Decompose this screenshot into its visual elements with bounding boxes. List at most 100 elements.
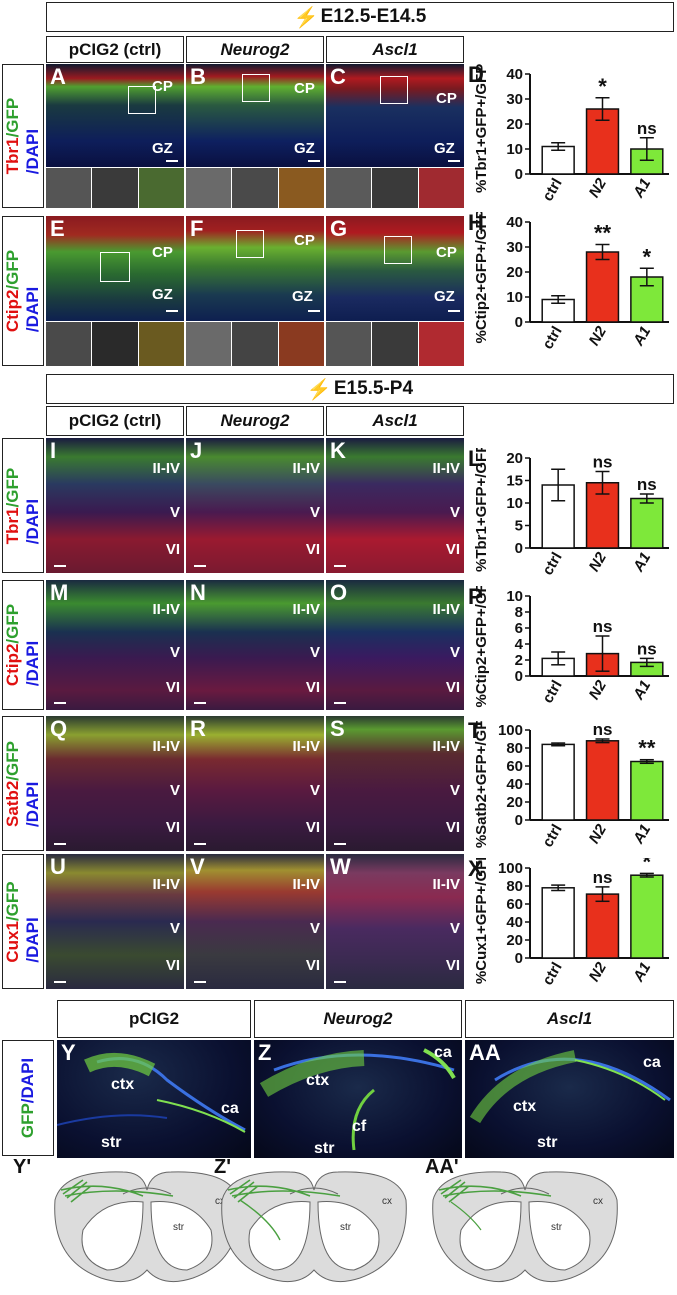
col-header-label: Neurog2 xyxy=(323,1009,393,1028)
panel-V: V II-IV V VI xyxy=(186,854,324,989)
panel-letter: X xyxy=(468,856,483,881)
panel-G: G CP GZ xyxy=(326,216,464,321)
significance-label: ns xyxy=(593,868,613,887)
inset-marker xyxy=(232,322,278,366)
layer-label: II-IV xyxy=(432,460,460,477)
layer-label: V xyxy=(169,782,180,799)
layer-label: II-IV xyxy=(292,738,320,755)
marker-label: /GFP xyxy=(3,467,22,507)
col-header-neurog2-bot: Neurog2 xyxy=(254,1000,462,1038)
marker-label: /DAPI xyxy=(18,1057,37,1104)
panel-letter: M xyxy=(50,580,69,605)
bar-A1 xyxy=(630,760,664,821)
y-tick-label: 15 xyxy=(506,473,523,490)
y-tick-label: 30 xyxy=(506,91,523,108)
inset-gfp xyxy=(326,168,372,208)
panel-M: M II-IV V VI xyxy=(46,580,184,710)
layer-label: II-IV xyxy=(152,601,180,618)
zoom-box xyxy=(242,74,270,102)
col-header-label: Neurog2 xyxy=(220,39,290,59)
bar-chart-H: 0 10 20 30 40 ctrl ** N2 * A1 %Ctip2+GFP+/GFP+ H xyxy=(468,200,673,362)
scale-bar xyxy=(334,981,346,983)
region-label: str xyxy=(101,1134,122,1151)
brain-schematic-AAp: AA' cx str xyxy=(421,1156,631,1290)
panel-letter: W xyxy=(330,854,351,879)
bar-ctrl xyxy=(541,743,575,821)
layer-label: V xyxy=(449,644,460,661)
x-tick-label: N2 xyxy=(586,323,611,349)
panel-Q: Q II-IV V VI xyxy=(46,716,184,851)
layer-label: CP xyxy=(152,78,173,95)
x-tick-label: ctrl xyxy=(539,822,565,851)
layer-label: V xyxy=(309,782,320,799)
layer-label: II-IV xyxy=(432,738,460,755)
significance-label: ns xyxy=(637,475,657,494)
inset-marker xyxy=(92,322,138,366)
marker-label: Ctip2 xyxy=(3,289,22,333)
panel-letter: L xyxy=(468,446,482,471)
layer-label: V xyxy=(309,644,320,661)
x-tick-label: N2 xyxy=(586,677,611,703)
panel-letter: E xyxy=(50,216,65,241)
layer-label: CP xyxy=(294,80,315,97)
panel-letter: H xyxy=(468,210,484,235)
col-header-label: Ascl1 xyxy=(372,39,418,59)
panel-N: N II-IV V VI xyxy=(186,580,324,710)
y-tick-label: 0 xyxy=(515,950,523,967)
panel-F: F CP GZ xyxy=(186,216,324,321)
layer-label: V xyxy=(309,920,320,937)
panel-E: E CP GZ xyxy=(46,216,184,321)
inset-marker xyxy=(232,168,278,208)
scale-bar xyxy=(334,843,346,845)
x-tick-label: N2 xyxy=(586,549,611,575)
layer-label: V xyxy=(309,504,320,521)
y-tick-label: 0 xyxy=(515,812,523,829)
layer-label: II-IV xyxy=(292,460,320,477)
y-tick-label: 0 xyxy=(515,668,523,685)
panel-letter: U xyxy=(50,854,66,879)
col-header-neurog2-mid: Neurog2 xyxy=(186,406,324,436)
layer-label: II-IV xyxy=(292,876,320,893)
significance-label: ns xyxy=(637,119,657,138)
inset-marker xyxy=(372,322,418,366)
y-axis-label: %Ctip2+GFP+/GFP+ xyxy=(473,586,490,707)
panel-A: A CP GZ xyxy=(46,64,184,167)
layer-label: V xyxy=(449,920,460,937)
col-header-label: Neurog2 xyxy=(220,411,290,430)
brain-schematic-Yp: Y' cx str xyxy=(13,1156,253,1290)
x-tick-label: A1 xyxy=(629,960,654,986)
marker-label: /GFP xyxy=(3,97,22,138)
scale-bar xyxy=(308,160,320,162)
marker-label: Cux1 xyxy=(3,920,22,963)
y-tick-label: 80 xyxy=(506,740,523,757)
col-header-label: pCIG2 (ctrl) xyxy=(68,39,162,59)
layer-label: V xyxy=(169,644,180,661)
significance-label: ns xyxy=(637,639,657,658)
panel-I: I II-IV V VI xyxy=(46,438,184,573)
region-label: str xyxy=(173,1222,185,1233)
bar-ctrl xyxy=(541,145,575,175)
inset-strip-B xyxy=(186,168,324,208)
y-tick-label: 8 xyxy=(515,604,523,621)
x-tick-label: A1 xyxy=(629,324,654,350)
panel-O: O II-IV V VI xyxy=(326,580,464,710)
marker-label: /GFP xyxy=(3,740,22,781)
x-tick-label: A1 xyxy=(629,176,654,202)
y-tick-label: 10 xyxy=(506,495,523,512)
bar-N2 xyxy=(585,482,620,549)
scale-bar xyxy=(448,160,460,162)
layer-label: II-IV xyxy=(432,601,460,618)
layer-label: CP xyxy=(152,244,173,261)
x-tick-label: A1 xyxy=(629,550,654,576)
col-header-ascl1-mid: Ascl1 xyxy=(326,406,464,436)
scale-bar xyxy=(334,565,346,567)
scale-bar xyxy=(54,981,66,983)
marker-label: Satb2 xyxy=(3,780,22,827)
col-header-label: Ascl1 xyxy=(372,411,418,430)
brain-schematic-drawing xyxy=(432,1171,618,1283)
region-label: ca xyxy=(221,1100,239,1117)
bar-chart-svg: 0 10 20 30 40 ctrl * N2 ns A1 %Tbr1+GFP+/GFP+ xyxy=(473,55,669,204)
y-tick-label: 20 xyxy=(506,116,523,133)
inset-strip-G xyxy=(326,322,464,366)
